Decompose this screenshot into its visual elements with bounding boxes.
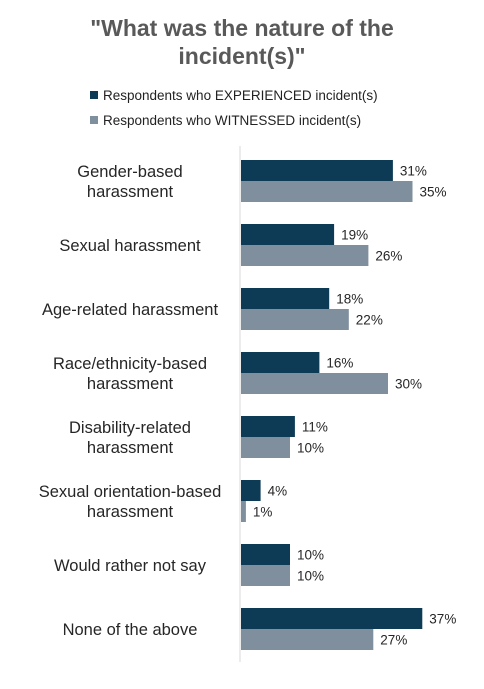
bar-experienced: [241, 160, 393, 181]
chart-title-line-2: incident(s)": [178, 43, 306, 69]
data-label-experienced: 18%: [336, 292, 363, 307]
bar-witnessed: [241, 501, 246, 522]
legend-label-witnessed: Respondents who WITNESSED incident(s): [103, 112, 362, 128]
category-label: Sexual orientation-based harassment: [39, 483, 222, 521]
bar-witnessed: [241, 437, 290, 458]
category-label: None of the above: [63, 621, 198, 639]
data-label-witnessed: 27%: [380, 633, 407, 648]
category-label: Age-related harassment: [42, 301, 219, 319]
bar-experienced: [241, 544, 290, 565]
bar-witnessed: [241, 309, 349, 330]
legend-item-experienced: Respondents who EXPERIENCED incident(s): [90, 86, 378, 104]
bar-experienced: [241, 352, 320, 373]
bar-experienced: [241, 288, 330, 309]
category-label-line: Disability-related: [69, 419, 191, 437]
data-label-witnessed: 35%: [420, 185, 447, 200]
category-label: Gender-based harassment: [77, 163, 183, 201]
category-label-line: harassment: [87, 375, 174, 393]
data-label-witnessed: 30%: [395, 377, 422, 392]
chart-title-line-1: "What was the nature of the: [90, 15, 394, 41]
data-label-experienced: 16%: [326, 356, 353, 371]
category-label: Sexual harassment: [59, 237, 201, 255]
category-label: Disability-related harassment: [69, 419, 191, 457]
category-label-line: None of the above: [63, 621, 198, 639]
category-label: Race/ethnicity-based harassment: [53, 355, 207, 393]
data-label-experienced: 37%: [429, 612, 456, 627]
category-label-line: Age-related harassment: [42, 301, 219, 319]
category-label-line: harassment: [87, 439, 174, 457]
bar-witnessed: [241, 245, 369, 266]
bar-witnessed: [241, 565, 290, 586]
bar-witnessed: [241, 373, 388, 394]
category-label-line: Sexual harassment: [59, 237, 201, 255]
data-label-witnessed: 10%: [297, 569, 324, 584]
data-label-experienced: 19%: [341, 228, 368, 243]
data-label-experienced: 10%: [297, 548, 324, 563]
data-label-witnessed: 22%: [356, 313, 383, 328]
data-label-witnessed: 1%: [253, 505, 273, 520]
bar-experienced: [241, 224, 335, 245]
category-label-line: Gender-based: [77, 163, 183, 181]
data-label-witnessed: 26%: [375, 249, 402, 264]
category-label-line: Would rather not say: [54, 557, 207, 575]
category-label: Would rather not say: [54, 557, 207, 575]
legend-swatch-experienced: [90, 91, 98, 99]
bar-experienced: [241, 416, 295, 437]
chart-title: "What was the nature of the incident(s)": [0, 14, 484, 70]
data-label-experienced: 4%: [268, 484, 288, 499]
category-label-line: Sexual orientation-based: [39, 483, 222, 501]
bar-experienced: [241, 480, 261, 501]
category-label-line: harassment: [87, 503, 174, 521]
legend-label-experienced: Respondents who EXPERIENCED incident(s): [103, 87, 378, 103]
data-label-experienced: 11%: [302, 420, 328, 435]
bar-experienced: [241, 608, 423, 629]
category-label-line: harassment: [87, 183, 174, 201]
category-label-line: Race/ethnicity-based: [53, 355, 207, 373]
data-label-experienced: 31%: [400, 164, 427, 179]
bar-witnessed: [241, 629, 374, 650]
data-label-witnessed: 10%: [297, 441, 324, 456]
legend-swatch-witnessed: [90, 116, 98, 124]
bar-witnessed: [241, 181, 413, 202]
legend-item-witnessed: Respondents who WITNESSED incident(s): [90, 111, 361, 129]
